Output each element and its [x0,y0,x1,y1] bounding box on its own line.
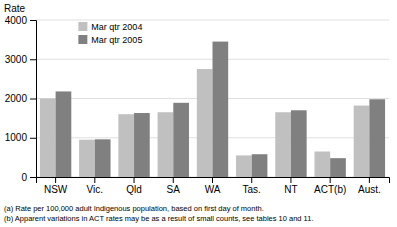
x-axis: NSW Vic. Qld SA WA Tas. NT ACT(b) Aust. [37,177,390,195]
x-tick-mark [55,177,56,183]
bar-series [56,42,385,177]
legend-swatch [78,35,87,44]
x-tick-label: Tas. [243,184,261,195]
x-tick: WA [205,177,221,195]
x-tick-label: WA [205,184,221,195]
x-tick-mark [251,177,252,183]
footnote: (b) Apparent variations in ACT rates may… [4,214,313,223]
x-tick-label: SA [167,184,181,195]
y-tick-mark [30,177,36,178]
x-tick-mark [369,177,370,183]
bar [118,114,134,177]
x-tick-label: NSW [44,184,68,195]
y-tick: 1000 [5,132,36,143]
y-axis-label: Rate [4,3,26,14]
bar [158,112,174,177]
x-tick: Qld [126,177,142,195]
bar [95,139,111,177]
y-tick-mark [30,138,36,139]
x-tick-mark [134,177,135,183]
y-tick-label: 1000 [5,132,28,143]
legend: Mar qtr 2004 Mar qtr 2005 [78,22,142,45]
y-tick-label: 0 [21,172,27,183]
x-tick: NSW [44,177,68,195]
legend-label: Mar qtr 2005 [91,35,142,45]
bar [252,154,268,177]
bar [236,155,252,177]
x-tick-label: Vic. [87,184,104,195]
x-tick-mark [330,177,331,183]
x-tick-mark [173,177,174,183]
x-tick: Tas. [243,177,261,195]
plot-area: 0 1000 2000 3000 4000 NSW Vic. Qld SA WA Tas. NT ACT… [5,15,390,195]
bar [79,140,95,177]
bar-series [40,69,369,177]
x-tick-label: NT [284,184,297,195]
x-tick-mark [290,177,291,183]
bar [213,42,229,177]
y-axis-line [30,21,37,178]
x-axis-line [37,178,390,184]
y-tick-label: 3000 [5,54,28,65]
footnote: (a) Rate per 100,000 adult Indigenous po… [4,204,264,213]
y-tick: 2000 [5,93,36,104]
y-tick-mark [30,20,36,21]
y-axis: 0 1000 2000 3000 4000 [5,15,37,183]
y-tick-label: 4000 [5,15,28,26]
x-tick: SA [167,177,181,195]
chart-container: 0 1000 2000 3000 4000 NSW Vic. Qld SA WA Tas. NT ACT… [0,0,397,227]
chart-svg: 0 1000 2000 3000 4000 NSW Vic. Qld SA WA Tas. NT ACT… [0,0,397,227]
bar [354,106,370,177]
x-tick: Vic. [87,177,104,195]
x-tick-mark [94,177,95,183]
bar [197,69,213,177]
bar [291,110,307,177]
x-tick-label: Aust. [358,184,381,195]
x-tick: ACT(b) [314,177,346,195]
y-tick-mark [30,59,36,60]
legend-label: Mar qtr 2004 [91,22,142,32]
grid-line [36,20,389,21]
bar [314,151,330,177]
x-tick-label: ACT(b) [314,184,346,195]
legend-item: Mar qtr 2004 [78,22,142,32]
x-tick-mark [212,177,213,183]
y-tick: 0 [21,172,36,183]
legend-item: Mar qtr 2005 [78,35,142,45]
bar [330,158,346,177]
grid [36,20,389,177]
x-tick-label: Qld [126,184,142,195]
bar [369,99,385,177]
y-tick-mark [30,99,36,100]
x-tick: Aust. [358,177,381,195]
bar [275,112,291,177]
bar [56,91,72,177]
x-tick: NT [284,177,297,195]
y-tick: 4000 [5,15,36,26]
bar [134,113,150,177]
bar [40,99,56,178]
y-tick-label: 2000 [5,93,28,104]
legend-swatch [78,22,87,31]
y-tick: 3000 [5,54,36,65]
bars [40,42,385,177]
bar [173,103,189,177]
